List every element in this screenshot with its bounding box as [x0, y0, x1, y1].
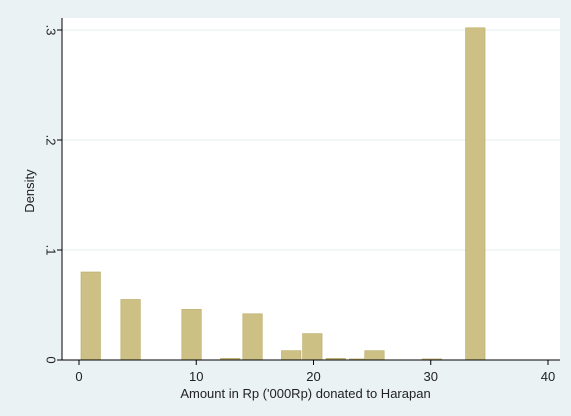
x-tick-label-2: 20	[306, 369, 320, 384]
x-tick-label-0: 0	[75, 369, 82, 384]
y-tick-label-0: 0	[44, 356, 59, 363]
ticks: 0 10 20 30 40 0 .1 .2 .3	[44, 25, 556, 384]
bar-9	[364, 350, 385, 361]
axes	[61, 18, 560, 361]
y-tick-label-2: .2	[44, 135, 59, 146]
y-tick-label-1: .1	[44, 245, 59, 256]
x-tick-label-1: 10	[189, 369, 203, 384]
bar-2	[181, 309, 202, 361]
bar-0	[80, 271, 101, 361]
bar-5	[281, 350, 302, 361]
bars	[80, 27, 486, 361]
x-tick-label-4: 40	[541, 369, 555, 384]
y-axis-title: Density	[22, 169, 37, 213]
x-axis-title: Amount in Rp ('000Rp) donated to Harapan	[180, 386, 430, 401]
x-tick-label-3: 30	[424, 369, 438, 384]
bar-6	[302, 333, 323, 361]
bar-1	[120, 299, 141, 361]
bar-4	[242, 313, 263, 361]
bar-11	[465, 27, 486, 361]
y-tick-label-3: .3	[44, 25, 59, 36]
